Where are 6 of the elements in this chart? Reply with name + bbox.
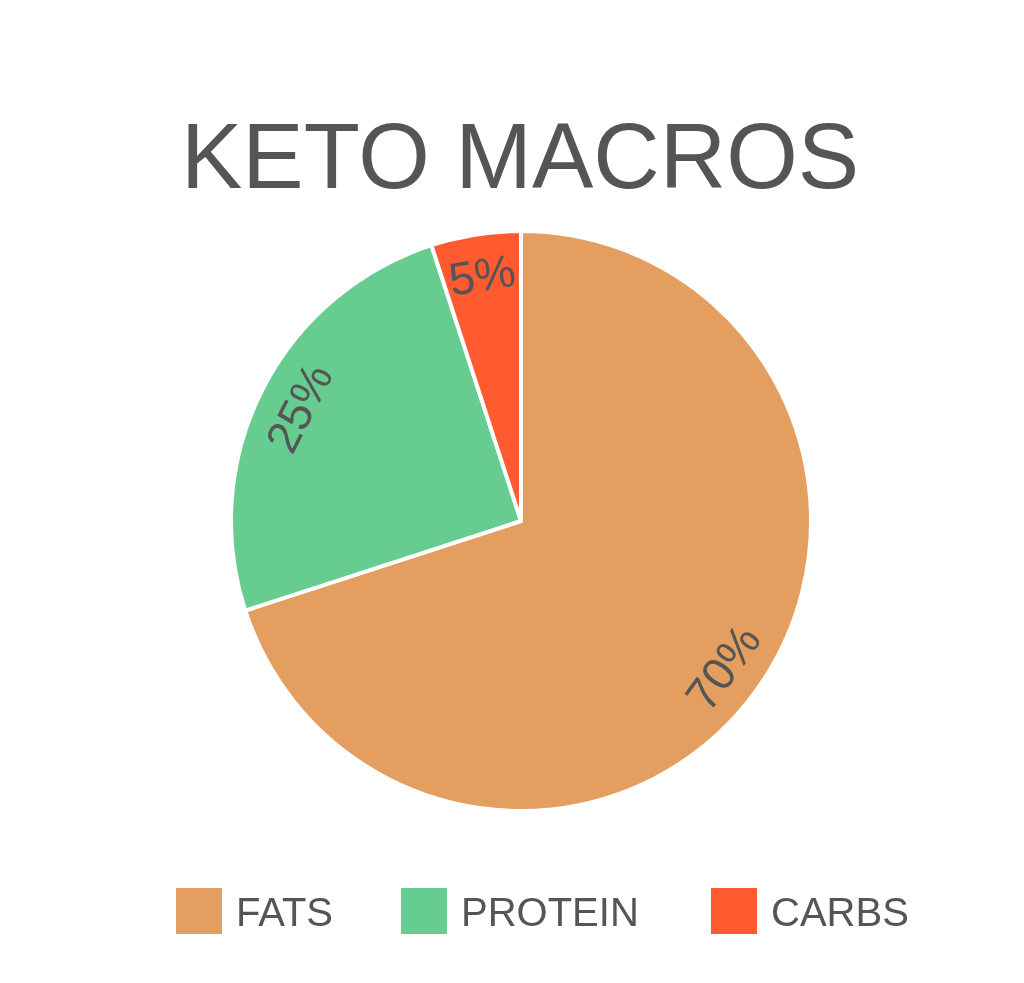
data-label: 5% [445, 243, 519, 306]
legend-label: CARBS [771, 890, 909, 934]
data-label: 25% [254, 354, 343, 461]
chart-title: KETO MACROS [180, 105, 860, 207]
legend-label: PROTEIN [461, 890, 639, 934]
legend-label: FATS [236, 890, 334, 934]
